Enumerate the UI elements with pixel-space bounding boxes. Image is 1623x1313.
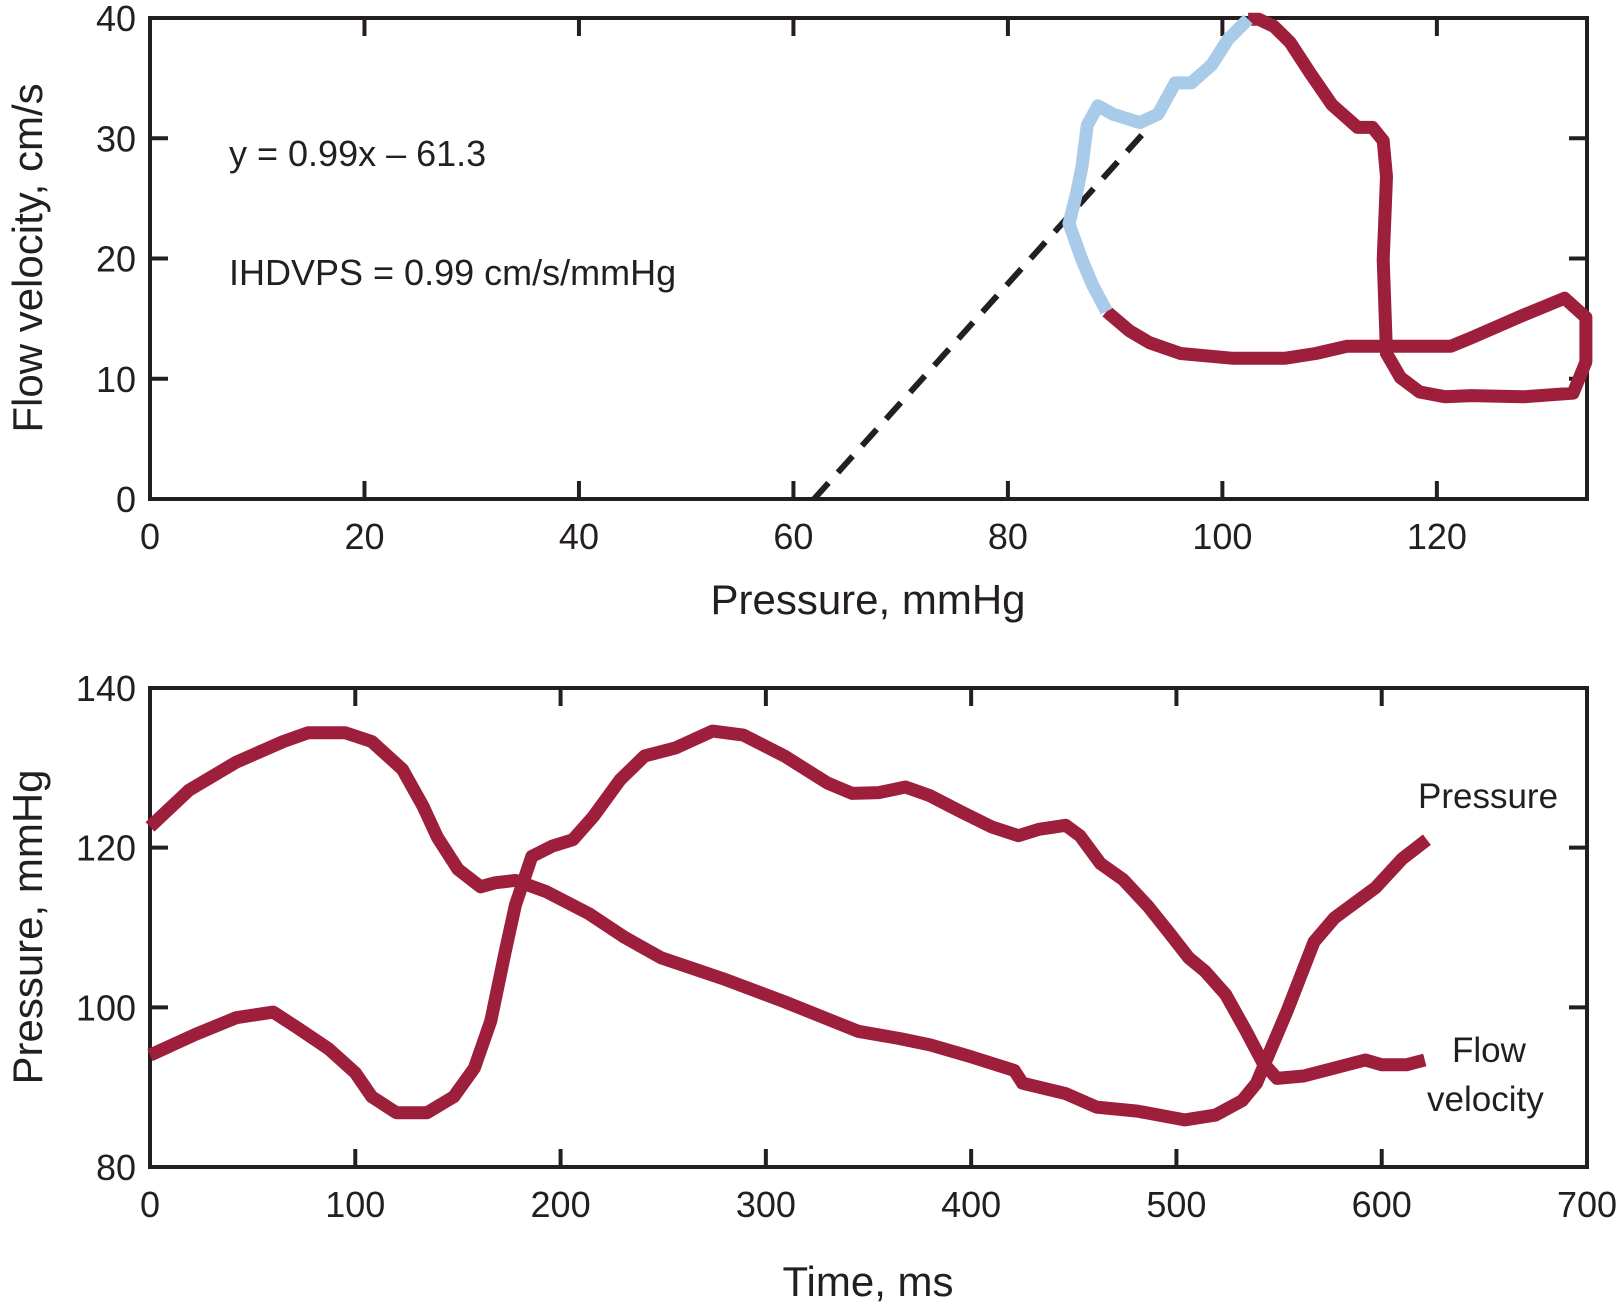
time-series-panel: 0 100 200 300 400 500 600 700 80 100 120 140 Press… <box>4 668 1617 1305</box>
regression-dashed-line <box>811 126 1150 502</box>
x-ticks: 0 100 200 300 400 500 600 700 <box>140 688 1617 1225</box>
regression-equation: y = 0.99x – 61.3 <box>229 133 486 174</box>
x-tick-label: 400 <box>941 1184 1001 1225</box>
x-tick-label: 500 <box>1146 1184 1206 1225</box>
y-tick-label: 0 <box>116 479 136 520</box>
x-tick-label: 200 <box>531 1184 591 1225</box>
x-ticks: 0 20 40 60 80 100 120 <box>140 18 1467 557</box>
x-tick-label: 100 <box>325 1184 385 1225</box>
y-axis-title: Flow velocity, cm/s <box>4 83 51 432</box>
series-group <box>1062 12 1593 404</box>
x-tick-label: 20 <box>344 516 384 557</box>
wave-free-segment-curve <box>1062 14 1253 315</box>
x-tick-label: 0 <box>140 516 160 557</box>
y-tick-label: 100 <box>76 987 136 1028</box>
y-ticks: 80 100 120 140 <box>76 668 1587 1188</box>
y-tick-label: 40 <box>96 0 136 39</box>
flow-velocity-curve <box>147 724 1427 1120</box>
x-tick-label: 40 <box>559 516 599 557</box>
x-axis-title: Pressure, mmHg <box>710 576 1025 623</box>
x-tick-label: 300 <box>736 1184 796 1225</box>
y-tick-label: 140 <box>76 668 136 709</box>
y-tick-label: 10 <box>96 359 136 400</box>
pressure-velocity-loop-panel: 0 20 40 60 80 100 120 0 10 20 30 40 y = 0.99x – 61… <box>4 0 1593 623</box>
flow-velocity-series-label-line2: velocity <box>1427 1080 1544 1119</box>
plot-frame <box>148 686 1589 1169</box>
pressure-series-label: Pressure <box>1418 777 1558 816</box>
x-tick-label: 700 <box>1557 1184 1617 1225</box>
x-axis-title: Time, ms <box>782 1258 953 1305</box>
y-ticks: 0 10 20 30 40 <box>96 0 1587 520</box>
flow-velocity-series-label-line1: Flow <box>1452 1031 1527 1070</box>
y-tick-label: 30 <box>96 118 136 159</box>
x-tick-label: 60 <box>773 516 813 557</box>
y-tick-label: 80 <box>96 1147 136 1188</box>
pressure-curve <box>145 726 1431 1127</box>
x-tick-label: 120 <box>1407 516 1467 557</box>
x-tick-label: 600 <box>1352 1184 1412 1225</box>
x-tick-label: 80 <box>988 516 1028 557</box>
ihdvps-value: IHDVPS = 0.99 cm/s/mmHg <box>229 252 676 293</box>
x-tick-label: 100 <box>1192 516 1252 557</box>
x-tick-label: 0 <box>140 1184 160 1225</box>
series-group <box>145 724 1431 1127</box>
remaining-cardiac-cycle-curve <box>1102 12 1593 404</box>
y-tick-label: 120 <box>76 828 136 869</box>
y-axis-title: Pressure, mmHg <box>4 769 51 1084</box>
regression-line <box>811 126 1150 502</box>
y-tick-label: 20 <box>96 239 136 280</box>
